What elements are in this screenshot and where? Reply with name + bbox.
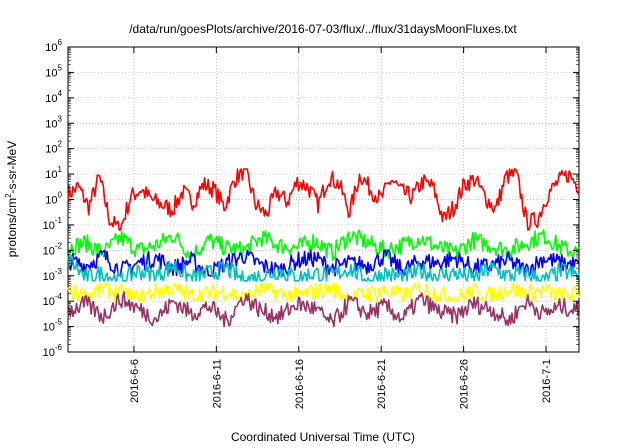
y-tick-label: 10-3 xyxy=(43,267,63,283)
x-tick-label: 2016-7-1 xyxy=(541,359,553,403)
series-line xyxy=(67,282,580,303)
y-tick-label: 10-6 xyxy=(43,343,63,359)
y-tick-label: 102 xyxy=(45,140,62,156)
y-tick-label: 103 xyxy=(45,114,62,130)
y-tick-label: 100 xyxy=(45,191,62,207)
y-tick-label: 105 xyxy=(45,63,62,79)
y-axis-label: protons/cm2-s-sr-MeV xyxy=(4,141,19,257)
series-line xyxy=(67,291,580,328)
x-tick-label: 2016-6-26 xyxy=(459,359,471,409)
series-line xyxy=(67,168,580,231)
chart-title: /data/run/goesPlots/archive/2016-07-03/f… xyxy=(129,22,517,36)
x-tick-label: 2016-6-6 xyxy=(129,359,141,403)
x-tick-label: 2016-6-16 xyxy=(294,359,306,409)
x-axis: 2016-6-6 2016-6-11 2016-6-16 2016-6-21 2016-… xyxy=(129,47,553,409)
y-tick-label: 10-4 xyxy=(43,292,63,308)
y-tick-label: 101 xyxy=(45,165,62,181)
series-line xyxy=(67,229,580,262)
y-tick-label: 10-5 xyxy=(43,318,63,334)
y-tick-label: 10-1 xyxy=(43,216,63,232)
y-tick-label: 106 xyxy=(45,38,62,54)
x-tick-label: 2016-6-21 xyxy=(376,359,388,409)
series-line xyxy=(67,255,580,282)
x-axis-label: Coordinated Universal Time (UTC) xyxy=(231,430,415,444)
y-tick-label: 10-2 xyxy=(43,241,63,257)
grid xyxy=(68,47,579,352)
y-tick-label: 104 xyxy=(45,89,62,105)
x-tick-label: 2016-6-11 xyxy=(211,359,223,408)
series-layer xyxy=(67,168,580,328)
